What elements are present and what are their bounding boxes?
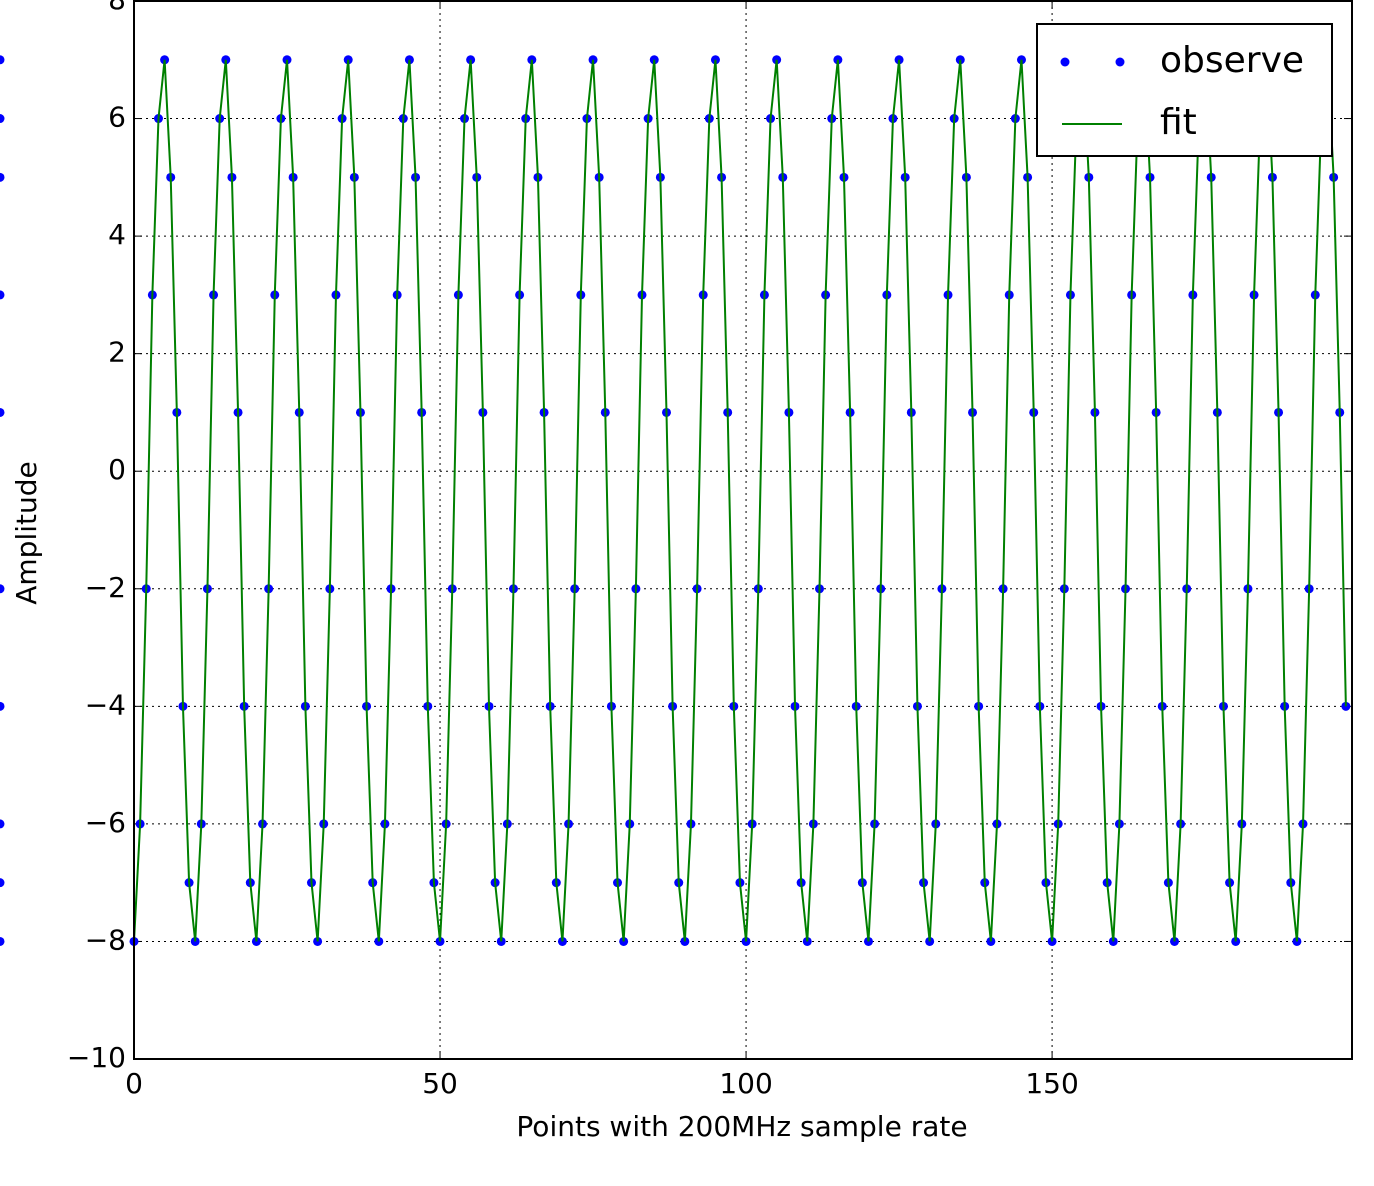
x-tick-label: 0 <box>125 1067 143 1100</box>
observe-point <box>0 114 5 124</box>
y-tick-label: −10 <box>67 1041 126 1074</box>
observe-point <box>0 819 5 829</box>
observe-point <box>0 701 5 711</box>
y-tick-label: 8 <box>108 0 126 16</box>
observe-point <box>0 55 5 65</box>
observe-point <box>0 290 5 300</box>
x-tick-label: 100 <box>719 1067 772 1100</box>
legend-label: fit <box>1160 102 1197 143</box>
observe-point <box>0 407 5 417</box>
y-tick-label: −2 <box>85 571 126 604</box>
observe-point <box>0 172 5 182</box>
fit-line <box>133 59 1347 942</box>
x-tick-label: 150 <box>1025 1067 1078 1100</box>
y-tick-label: −6 <box>85 806 126 839</box>
observe-point <box>0 584 5 594</box>
plot-frame <box>133 0 1353 1060</box>
y-tick-label: 0 <box>108 453 126 486</box>
observe-point <box>0 936 5 946</box>
y-axis-label: Amplitude <box>10 461 43 605</box>
y-tick-label: 6 <box>108 101 126 134</box>
legend-box <box>1036 23 1333 157</box>
x-axis-label: Points with 200MHz sample rate <box>516 1110 967 1143</box>
legend-marker <box>1115 57 1125 67</box>
legend-label: observe <box>1160 40 1304 81</box>
x-tick-label: 50 <box>422 1067 458 1100</box>
y-tick-label: 4 <box>108 218 126 251</box>
y-tick-label: 2 <box>108 336 126 369</box>
legend-marker <box>1060 57 1070 67</box>
y-tick-label: −8 <box>85 923 126 956</box>
y-tick-label: −4 <box>85 688 126 721</box>
observe-point <box>0 878 5 888</box>
